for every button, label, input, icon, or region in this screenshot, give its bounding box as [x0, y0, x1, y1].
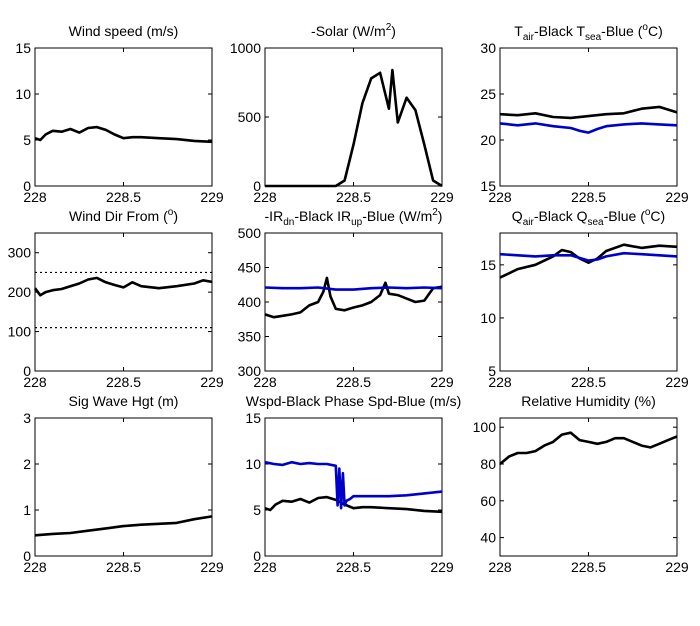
chart-title: Qair-Black Qsea-Blue (oC): [512, 207, 665, 228]
chart-title: Relative Humidity (%): [521, 393, 656, 409]
x-tick-label: 229: [430, 374, 454, 390]
x-tick-label: 228.5: [571, 189, 606, 205]
series-line-2: [264, 460, 443, 510]
subplot-7: 228 228.5 229 0 1 2 3 Sig Wave Hgt (m): [23, 393, 224, 575]
series-line-1: [264, 276, 443, 319]
y-tick-label: 15: [480, 257, 496, 273]
x-tick-label: 229: [430, 559, 454, 575]
series-line-1: [33, 276, 213, 297]
chart-title: -Solar (W/m2): [311, 22, 396, 39]
subplot-2: 228 228.5 229 0 500 1000 -Solar (W/m2): [230, 22, 454, 205]
x-tick-label: 229: [200, 374, 224, 390]
x-tick-label: 228: [23, 374, 47, 390]
y-tick-label: 80: [480, 456, 496, 472]
y-tick-label: 0: [23, 363, 31, 379]
axes-frame: [34, 417, 213, 557]
series-line-1: [499, 431, 678, 465]
x-tick-label: 228: [23, 559, 47, 575]
x-tick-label: 228: [253, 374, 277, 390]
y-tick-label: 25: [480, 86, 496, 102]
x-tick-label: 228.5: [571, 374, 606, 390]
x-tick-label: 229: [665, 374, 689, 390]
y-tick-label: 60: [480, 493, 496, 509]
y-tick-label: 350: [238, 329, 262, 345]
y-tick-label: 0: [253, 548, 261, 564]
y-tick-label: 5: [488, 363, 496, 379]
x-tick-label: 228.5: [106, 559, 141, 575]
x-tick-label: 228.5: [336, 374, 371, 390]
x-tick-label: 228: [23, 189, 47, 205]
x-tick-label: 229: [200, 189, 224, 205]
axes-frame: [34, 232, 213, 372]
y-tick-label: 1: [23, 502, 31, 518]
y-tick-label: 200: [8, 284, 32, 300]
y-tick-label: 40: [480, 530, 496, 546]
y-tick-label: 300: [8, 245, 32, 261]
x-tick-label: 229: [200, 559, 224, 575]
y-tick-label: 100: [473, 419, 497, 435]
chart-title: Wind speed (m/s): [69, 23, 179, 39]
series-line-2: [264, 286, 443, 291]
x-tick-label: 228.5: [336, 559, 371, 575]
y-tick-label: 400: [238, 294, 262, 310]
x-tick-label: 229: [430, 189, 454, 205]
x-tick-label: 228: [488, 189, 512, 205]
subplot-4: 228 228.5 229 0 100 200 300 Wind Dir From (o): [8, 207, 224, 390]
subplot-1: 228 228.5 229 0 5 10 15 Wind speed (m/s): [15, 23, 223, 205]
y-tick-label: 10: [245, 456, 261, 472]
series-line-1: [499, 105, 678, 120]
series-line-1: [265, 68, 443, 188]
subplot-3: 228 228.5 229 15 20 25 30 Tair-Black Tsea-Blue …: [480, 22, 688, 205]
x-tick-label: 228.5: [336, 189, 371, 205]
subplot-6: 228 228.5 229 5 10 15 Qair-Black Qsea-Blue (oC…: [480, 207, 688, 390]
y-tick-label: 10: [15, 86, 31, 102]
y-tick-label: 15: [480, 178, 496, 194]
x-tick-label: 228: [253, 559, 277, 575]
axes-frame: [264, 417, 443, 557]
subplot-9: 228 228.5 229 40 60 80 100 Relative Humidity (%…: [473, 393, 689, 575]
y-tick-label: 3: [23, 410, 31, 426]
y-tick-label: 0: [23, 178, 31, 194]
x-tick-label: 229: [665, 189, 689, 205]
series-line-1: [264, 495, 443, 514]
x-tick-label: 228.5: [106, 189, 141, 205]
x-tick-label: 228.5: [106, 374, 141, 390]
axes-frame: [264, 47, 443, 187]
chart-title: Wind Dir From (o): [69, 207, 178, 224]
y-tick-label: 15: [245, 410, 261, 426]
y-tick-label: 0: [23, 548, 31, 564]
chart-title: -IRdn-Black IRup-Blue (W/m2): [265, 207, 443, 228]
y-tick-label: 20: [480, 132, 496, 148]
subplot-5: 228 228.5 229 300 350 400 450 500-IRdn-Black IR…: [238, 207, 454, 390]
y-tick-label: 10: [480, 310, 496, 326]
x-tick-label: 228: [253, 189, 277, 205]
chart-title: Wspd-Black Phase Spd-Blue (m/s): [246, 393, 462, 409]
y-tick-label: 15: [15, 40, 31, 56]
chart-title: Tair-Black Tsea-Blue (oC): [514, 22, 662, 43]
y-tick-label: 2: [23, 456, 31, 472]
y-tick-label: 5: [253, 502, 261, 518]
y-tick-label: 100: [8, 324, 32, 340]
x-tick-label: 228: [488, 559, 512, 575]
y-tick-label: 1000: [230, 40, 261, 56]
y-tick-label: 500: [238, 225, 262, 241]
x-tick-label: 228.5: [571, 559, 606, 575]
y-tick-label: 500: [238, 109, 262, 125]
y-tick-label: 0: [253, 178, 261, 194]
chart-title: Sig Wave Hgt (m): [69, 393, 179, 409]
series-line-1: [34, 125, 213, 144]
series-line-2: [499, 251, 678, 262]
series-line-2: [499, 122, 678, 134]
y-tick-label: 450: [238, 260, 262, 276]
y-tick-label: 30: [480, 40, 496, 56]
series-line-1: [34, 515, 213, 537]
y-tick-label: 300: [238, 363, 262, 379]
x-tick-label: 228: [488, 374, 512, 390]
axes-frame: [499, 417, 678, 557]
x-tick-label: 229: [665, 559, 689, 575]
axes-frame: [34, 47, 213, 187]
y-tick-label: 5: [23, 132, 31, 148]
